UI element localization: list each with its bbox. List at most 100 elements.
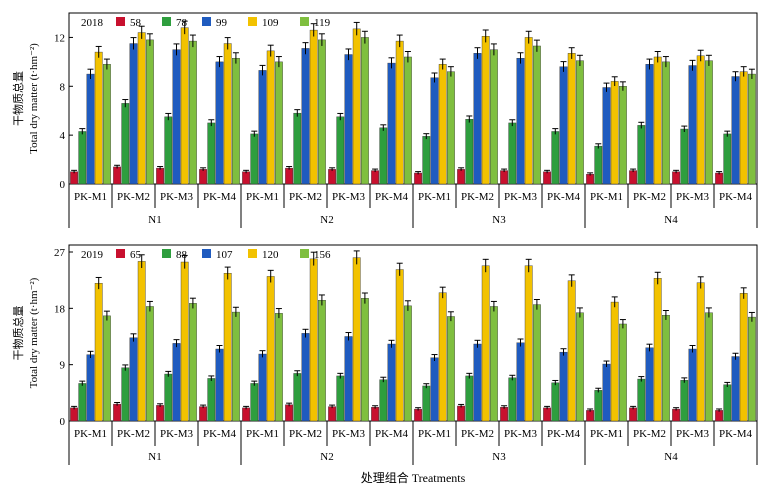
legend-label: 78	[176, 17, 188, 29]
bar	[318, 39, 326, 185]
category-label: PK-M1	[590, 428, 623, 440]
bar	[500, 170, 508, 185]
bar	[258, 353, 267, 422]
y-axis-title-en: Total dry matter (t·hm⁻²)	[28, 43, 40, 154]
bar	[113, 403, 122, 422]
bar	[250, 133, 259, 185]
bar	[145, 306, 154, 422]
bar	[662, 315, 670, 422]
bar	[344, 54, 353, 185]
bar	[156, 405, 164, 422]
bar	[551, 131, 560, 185]
bar	[739, 293, 748, 422]
bar	[379, 379, 388, 422]
bar	[242, 407, 250, 422]
bar	[395, 40, 404, 185]
legend-label: 65	[130, 249, 142, 261]
category-label: PK-M1	[418, 428, 451, 440]
bar	[602, 87, 611, 185]
category-label: PK-M4	[203, 428, 237, 440]
bar	[361, 37, 369, 185]
legend-swatch	[300, 17, 309, 26]
legend-label: 120	[262, 249, 279, 261]
bar	[188, 40, 197, 185]
bar	[739, 71, 748, 185]
bar	[258, 70, 267, 185]
bar	[70, 171, 79, 185]
bar	[551, 382, 560, 422]
bar	[266, 50, 275, 185]
bar	[328, 406, 336, 422]
bar	[94, 51, 103, 185]
bar	[180, 261, 189, 422]
bar	[207, 122, 216, 185]
bar	[336, 375, 345, 422]
bar	[86, 354, 95, 422]
group-label: N2	[320, 214, 333, 226]
category-label: PK-M3	[160, 191, 194, 203]
legend-swatch	[202, 249, 211, 258]
bar	[438, 64, 447, 185]
bar	[680, 380, 689, 422]
bar	[379, 127, 388, 185]
category-label: PK-M3	[160, 428, 194, 440]
bar	[662, 61, 670, 185]
category-label: PK-M1	[418, 191, 451, 203]
bar	[447, 71, 455, 185]
category-label: PK-M2	[289, 191, 322, 203]
legend-label: 58	[130, 17, 142, 29]
bar	[465, 375, 474, 422]
category-label: PK-M3	[332, 191, 366, 203]
bar	[629, 170, 638, 185]
bar	[680, 128, 689, 185]
bar	[361, 298, 369, 422]
y-axis-title-cn: 干物质总量	[11, 306, 25, 361]
legend-swatch	[116, 17, 125, 26]
bar	[559, 351, 568, 422]
bar	[672, 408, 681, 422]
bar	[164, 373, 173, 422]
y-tick-label: 18	[54, 303, 66, 315]
bar	[508, 122, 517, 185]
bar	[637, 378, 646, 422]
legend-swatch	[116, 249, 125, 258]
bar	[543, 171, 552, 185]
category-label: PK-M2	[461, 428, 494, 440]
category-label: PK-M2	[117, 191, 150, 203]
bar	[102, 315, 111, 422]
bar	[543, 407, 552, 422]
bar	[457, 405, 465, 422]
bar	[293, 112, 302, 185]
bar	[567, 53, 576, 185]
bar	[705, 60, 713, 185]
y-tick-label: 27	[54, 247, 66, 259]
category-label: PK-M4	[375, 191, 409, 203]
bar	[371, 407, 379, 422]
bar	[156, 167, 164, 185]
legend-label: 109	[262, 17, 279, 29]
legend-swatch	[248, 17, 257, 26]
bar	[576, 312, 584, 422]
bar	[705, 312, 713, 422]
bar	[490, 49, 498, 185]
bar	[696, 55, 705, 185]
bar	[328, 169, 336, 185]
category-label: PK-M3	[676, 191, 710, 203]
category-label: PK-M1	[590, 191, 623, 203]
bar	[524, 37, 533, 185]
group-label: N1	[148, 214, 161, 226]
bar	[653, 56, 662, 185]
bar	[275, 61, 283, 185]
category-label: PK-M4	[547, 428, 581, 440]
legend-swatch	[248, 249, 257, 258]
bar	[199, 406, 207, 422]
bar	[137, 261, 146, 422]
bar	[404, 56, 412, 185]
group-label: N1	[148, 451, 161, 463]
bar	[180, 27, 189, 185]
bar	[301, 333, 310, 422]
bar	[121, 103, 130, 185]
bar	[473, 53, 482, 185]
bar	[231, 57, 240, 185]
bar	[414, 172, 422, 185]
